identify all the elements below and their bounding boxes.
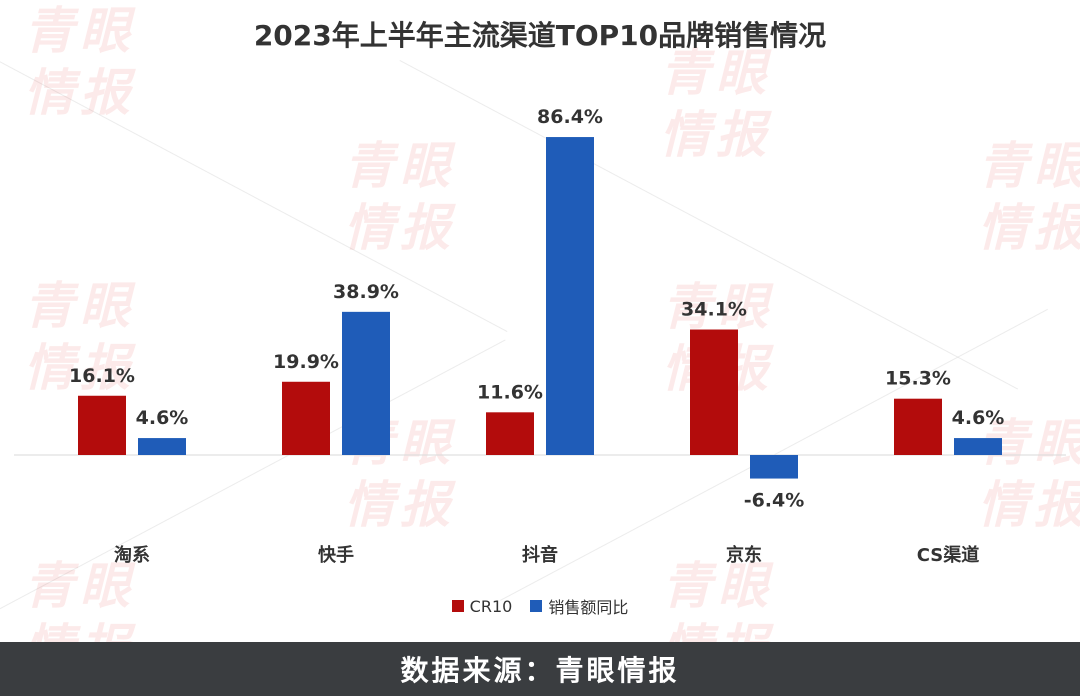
source-footer: 数据来源：青眼情报 [0,642,1080,696]
category-label: 快手 [318,544,354,566]
chart-title: 2023年上半年主流渠道TOP10品牌销售情况 [253,19,827,52]
bar-sales-yoy [138,438,186,455]
legend-swatch-cr10 [451,600,464,612]
legend: CR10 销售额同比 [0,594,1080,618]
data-label-sales-yoy: 86.4% [537,106,603,128]
bar-cr10 [894,398,942,455]
data-label-sales-yoy: 38.9% [333,281,399,303]
legend-label-sales-yoy: 销售额同比 [548,598,629,617]
legend-item-sales-yoy: 销售额同比 [530,594,628,618]
data-label-sales-yoy: -6.4% [744,490,805,512]
bar-cr10 [282,381,330,455]
source-text: 数据来源：青眼情报 [400,654,680,687]
data-label-cr10: 15.3% [885,368,951,390]
category-label: 抖音 [522,544,558,566]
category-label: 淘系 [114,544,150,566]
data-label-sales-yoy: 4.6% [136,407,189,429]
bar-cr10 [690,329,738,455]
data-label-sales-yoy: 4.6% [952,407,1005,429]
data-label-cr10: 19.9% [273,351,339,373]
bar-cr10 [78,395,126,455]
category-label: CS渠道 [917,544,980,566]
data-label-cr10: 16.1% [69,365,135,387]
bar-sales-yoy [750,455,798,479]
bar-sales-yoy [342,311,390,455]
legend-label-cr10: CR10 [469,596,513,616]
data-label-cr10: 34.1% [681,299,747,321]
bar-sales-yoy [546,137,594,455]
data-label-cr10: 11.6% [477,381,543,403]
legend-swatch-sales-yoy [530,600,543,612]
legend-item-cr10: CR10 [451,596,513,616]
bar-sales-yoy [954,438,1002,455]
bar-cr10 [486,412,534,455]
category-label: 京东 [726,544,762,566]
bar-chart: 16.1%4.6%淘系19.9%38.9%快手11.6%86.4%抖音34.1%… [14,106,1066,566]
